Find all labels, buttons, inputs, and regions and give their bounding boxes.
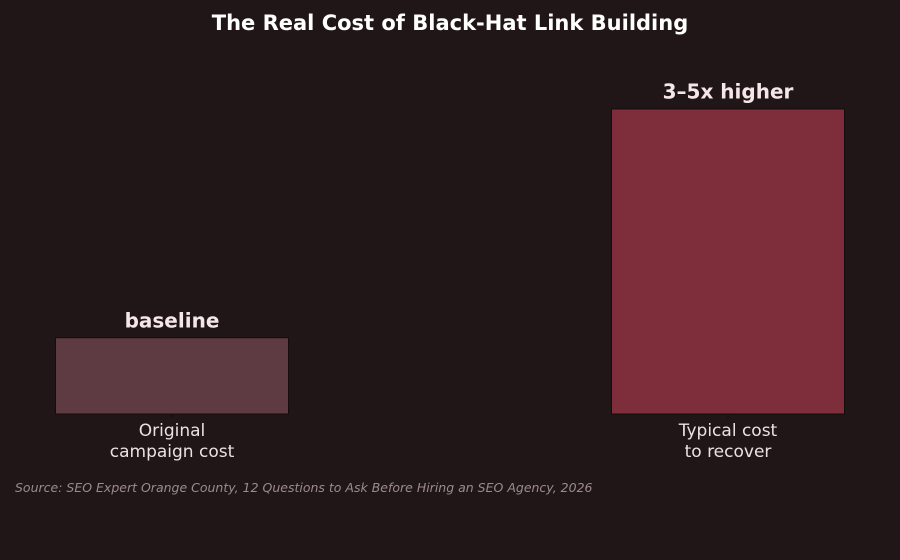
value-label: 3–5x higher	[663, 80, 794, 104]
bar	[611, 108, 845, 415]
bar	[55, 337, 289, 415]
x-tick-label: Typical cost to recover	[678, 421, 778, 462]
chart-title: The Real Cost of Black-Hat Link Building	[212, 11, 688, 35]
source-note: Source: SEO Expert Orange County, 12 Que…	[15, 480, 593, 495]
x-tick-label: Original campaign cost	[109, 421, 235, 462]
value-label: baseline	[125, 308, 220, 332]
